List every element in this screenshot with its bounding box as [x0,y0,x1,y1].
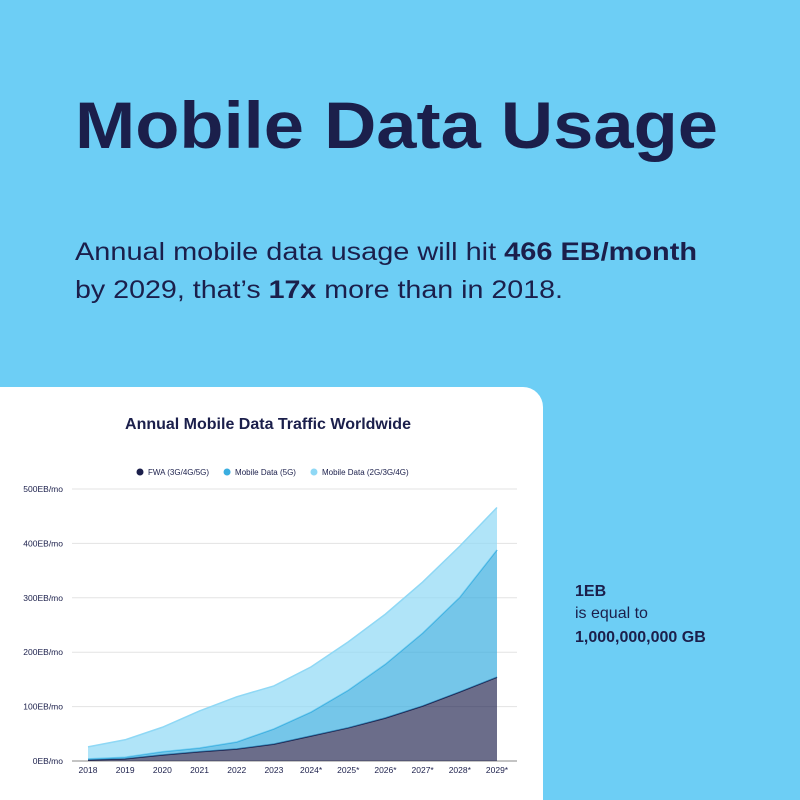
note-text: 1,000,000,000 GB [575,629,706,646]
chart-title: Annual Mobile Data Traffic Worldwide [125,416,411,433]
area-band [88,677,497,761]
legend-swatch [310,468,318,476]
area-band [88,549,497,760]
legend-label: FWA (3G/4G/5G) [148,468,209,477]
subtitle-text: by 2029, that’s [75,276,269,304]
y-tick-label: 500EB/mo [23,484,63,494]
subtitle-bold: 466 EB/month [504,238,697,266]
x-tick-label: 2024* [300,765,323,775]
x-tick-label: 2020 [153,765,172,775]
legend-label: Mobile Data (5G) [235,468,296,477]
headline: Mobile Data Usage [75,88,718,162]
x-tick-label: 2019 [116,765,135,775]
area-band [88,507,497,759]
subtitle-line: Annual mobile data usage will hit 466 EB… [75,238,697,266]
y-tick-label: 200EB/mo [23,647,63,657]
legend-label: Mobile Data (2G/3G/4G) [322,468,409,477]
subtitle-bold: 17x [269,276,317,304]
note-text: 1EB [575,583,606,600]
x-tick-label: 2026* [374,765,397,775]
legend-swatch [136,468,144,476]
legend-swatch [223,468,231,476]
subtitle-line: by 2029, that’s 17x more than in 2018. [75,276,563,304]
y-tick-label: 300EB/mo [23,593,63,603]
subtitle-text: Annual mobile data usage will hit [75,238,504,266]
y-tick-label: 400EB/mo [23,538,63,548]
x-tick-label: 2028* [449,765,472,775]
x-tick-label: 2027* [412,765,435,775]
note-text: is equal to [575,605,648,622]
subtitle-text: more than in 2018. [316,276,563,304]
x-tick-label: 2023 [264,765,283,775]
x-tick-label: 2025* [337,765,360,775]
x-tick-label: 2021 [190,765,209,775]
x-tick-label: 2018 [79,765,98,775]
y-tick-label: 0EB/mo [33,756,64,766]
x-tick-label: 2022 [227,765,246,775]
area-line [87,506,498,748]
y-tick-label: 100EB/mo [23,702,63,712]
x-tick-label: 2029* [486,765,509,775]
